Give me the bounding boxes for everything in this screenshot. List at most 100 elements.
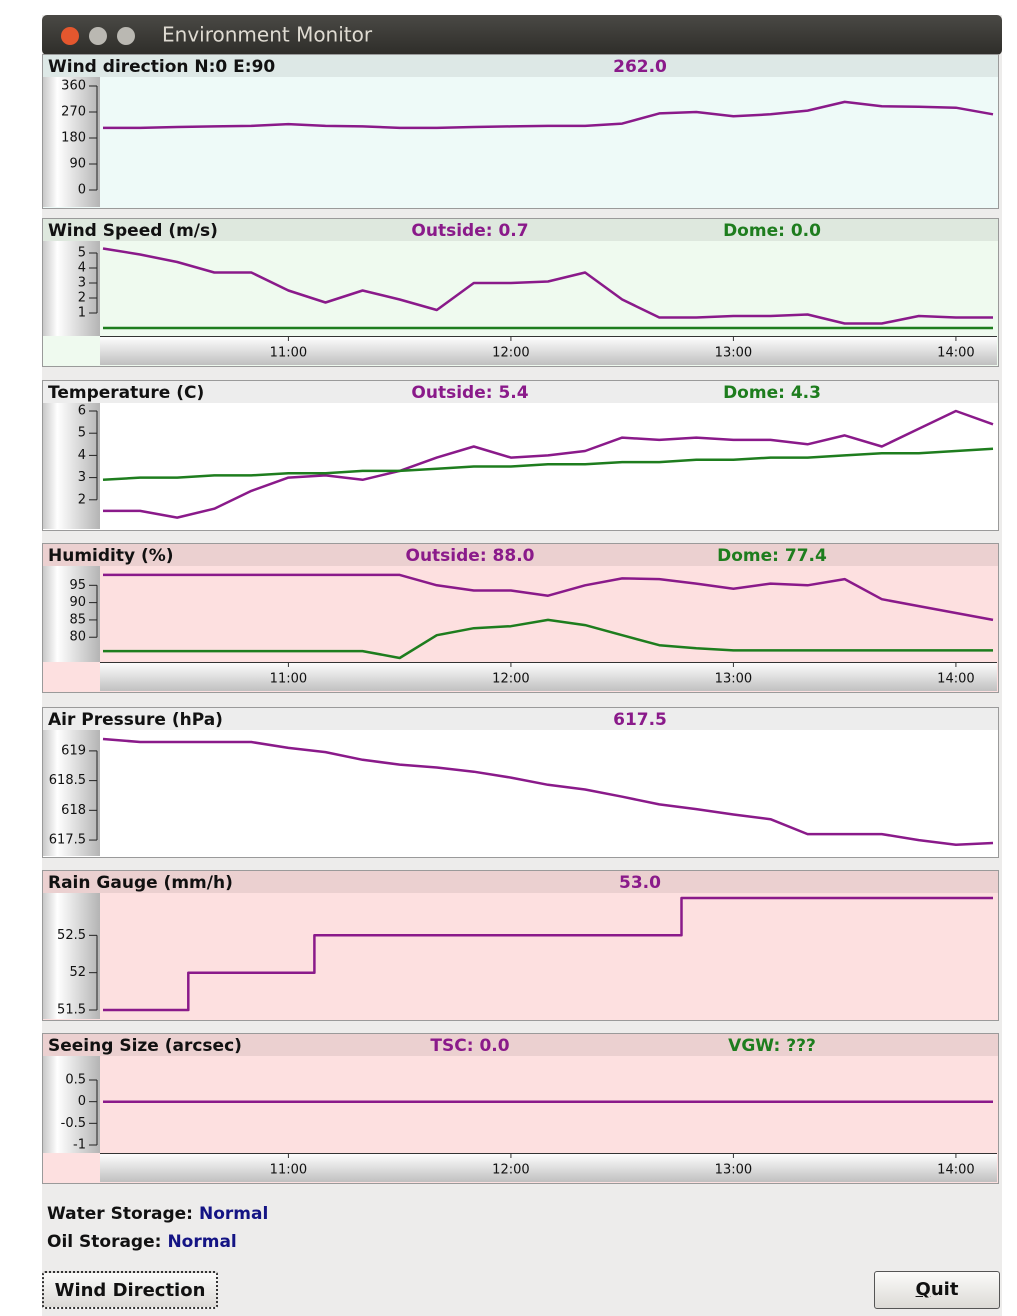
wind-direction-button[interactable]: Wind Direction: [42, 1271, 218, 1309]
y-axis-area: [43, 403, 100, 529]
readout: Dome: 4.3: [723, 383, 821, 403]
y-tick-label: 90: [69, 595, 86, 610]
x-tick-label: 13:00: [715, 1163, 752, 1178]
panel: [42, 707, 999, 858]
readout: 53.0: [619, 873, 661, 893]
y-tick-label: -0.5: [61, 1116, 86, 1131]
close-button[interactable]: [61, 27, 79, 45]
x-tick-label: 14:00: [937, 1163, 974, 1178]
y-tick-label: 3: [78, 276, 86, 291]
minimize-button[interactable]: [89, 27, 107, 45]
readout: Outside: 5.4: [411, 383, 528, 403]
time-axis: [100, 336, 997, 365]
panel-header: [43, 381, 998, 403]
panel-title: Rain Gauge (mm/h): [48, 873, 233, 893]
y-tick-label: 180: [61, 131, 86, 146]
panel-header: [43, 871, 998, 893]
readout: Dome: 77.4: [717, 546, 827, 566]
status-label: Water Storage:: [47, 1204, 193, 1224]
panel-title: Air Pressure (hPa): [48, 710, 223, 730]
y-tick-label: -1: [73, 1138, 86, 1153]
series-line: [102, 737, 994, 847]
x-tick-label: 11:00: [270, 672, 307, 687]
status-label: Oil Storage:: [47, 1232, 162, 1252]
panel-header: [43, 544, 998, 566]
x-tick-label: 12:00: [492, 672, 529, 687]
title-bar: [42, 15, 1002, 55]
y-tick-label: 95: [69, 578, 86, 593]
maximize-button[interactable]: [117, 27, 135, 45]
y-axis-area: [43, 77, 100, 207]
y-tick-label: 2: [78, 291, 86, 306]
series-line: [103, 573, 994, 622]
series-line: [103, 618, 993, 660]
readout: 617.5: [613, 710, 667, 730]
x-tick-label: 12:00: [492, 346, 529, 361]
readout: TSC: 0.0: [430, 1036, 509, 1056]
panel: [42, 54, 999, 209]
panel-title: Wind Speed (m/s): [48, 221, 218, 241]
panel: [42, 870, 999, 1021]
readout: Outside: 0.7: [411, 221, 528, 241]
y-tick-label: 0: [78, 183, 86, 198]
y-tick-label: 52: [69, 965, 86, 980]
x-tick-label: 14:00: [937, 346, 974, 361]
quit-button[interactable]: Quit: [874, 1271, 1000, 1309]
panel-title: Wind direction N:0 E:90: [48, 57, 275, 77]
y-tick-label: 90: [69, 157, 86, 172]
y-axis-area: [43, 893, 100, 1019]
y-tick-label: 6: [78, 404, 86, 419]
y-tick-label: 1: [78, 306, 86, 321]
panel-header: [43, 219, 998, 241]
y-tick-label: 3: [78, 470, 86, 485]
y-tick-label: 617.5: [49, 833, 86, 848]
x-tick-label: 12:00: [492, 1163, 529, 1178]
panel-title: Humidity (%): [48, 546, 174, 566]
y-tick-label: 0: [78, 1094, 86, 1109]
y-axis-area: [43, 566, 100, 662]
y-tick-label: 5: [78, 426, 86, 441]
time-axis: [100, 1153, 997, 1182]
y-tick-label: 2: [78, 492, 86, 507]
y-tick-label: 80: [69, 630, 86, 645]
readout: 262.0: [613, 57, 667, 77]
readout: Dome: 0.0: [723, 221, 821, 241]
panel-header: [43, 1034, 998, 1056]
oil-status: Oil Storage: Normal: [47, 1232, 237, 1252]
panel-title: Temperature (C): [48, 383, 204, 403]
y-tick-label: 4: [78, 261, 86, 276]
y-tick-label: 5: [78, 246, 86, 261]
series-line: [103, 896, 993, 1012]
y-axis-area: [43, 241, 100, 336]
time-axis: [100, 662, 997, 691]
monitor: Environment Monitor Wind direction N:0 E…: [42, 15, 1002, 1184]
y-tick-label: 360: [61, 79, 86, 94]
x-tick-label: 11:00: [270, 346, 307, 361]
y-tick-label: 270: [61, 105, 86, 120]
y-axis-area: [43, 1056, 100, 1153]
panel-title: Seeing Size (arcsec): [48, 1036, 242, 1056]
water-status: Water Storage: Normal: [47, 1204, 268, 1224]
series-line: [102, 247, 993, 325]
y-tick-label: 618: [61, 803, 86, 818]
x-tick-label: 14:00: [937, 672, 974, 687]
x-tick-label: 11:00: [270, 1163, 307, 1178]
window-title: Environment Monitor: [162, 23, 373, 47]
y-tick-label: 4: [78, 448, 86, 463]
y-tick-label: 85: [69, 612, 86, 627]
x-tick-label: 13:00: [715, 346, 752, 361]
panel-header: [43, 708, 998, 730]
y-tick-label: 0.5: [65, 1073, 86, 1088]
y-tick-label: 619: [61, 743, 86, 758]
series-line: [103, 100, 994, 130]
panel-header: [43, 55, 998, 77]
status-value: Normal: [198, 1204, 269, 1224]
readout: VGW: ???: [728, 1036, 816, 1056]
series-line: [103, 409, 994, 519]
y-tick-label: 51.5: [57, 1003, 86, 1018]
readout: Outside: 88.0: [406, 546, 535, 566]
x-tick-label: 13:00: [715, 672, 752, 687]
y-tick-label: 618.5: [49, 773, 86, 788]
series-line: [102, 447, 994, 482]
